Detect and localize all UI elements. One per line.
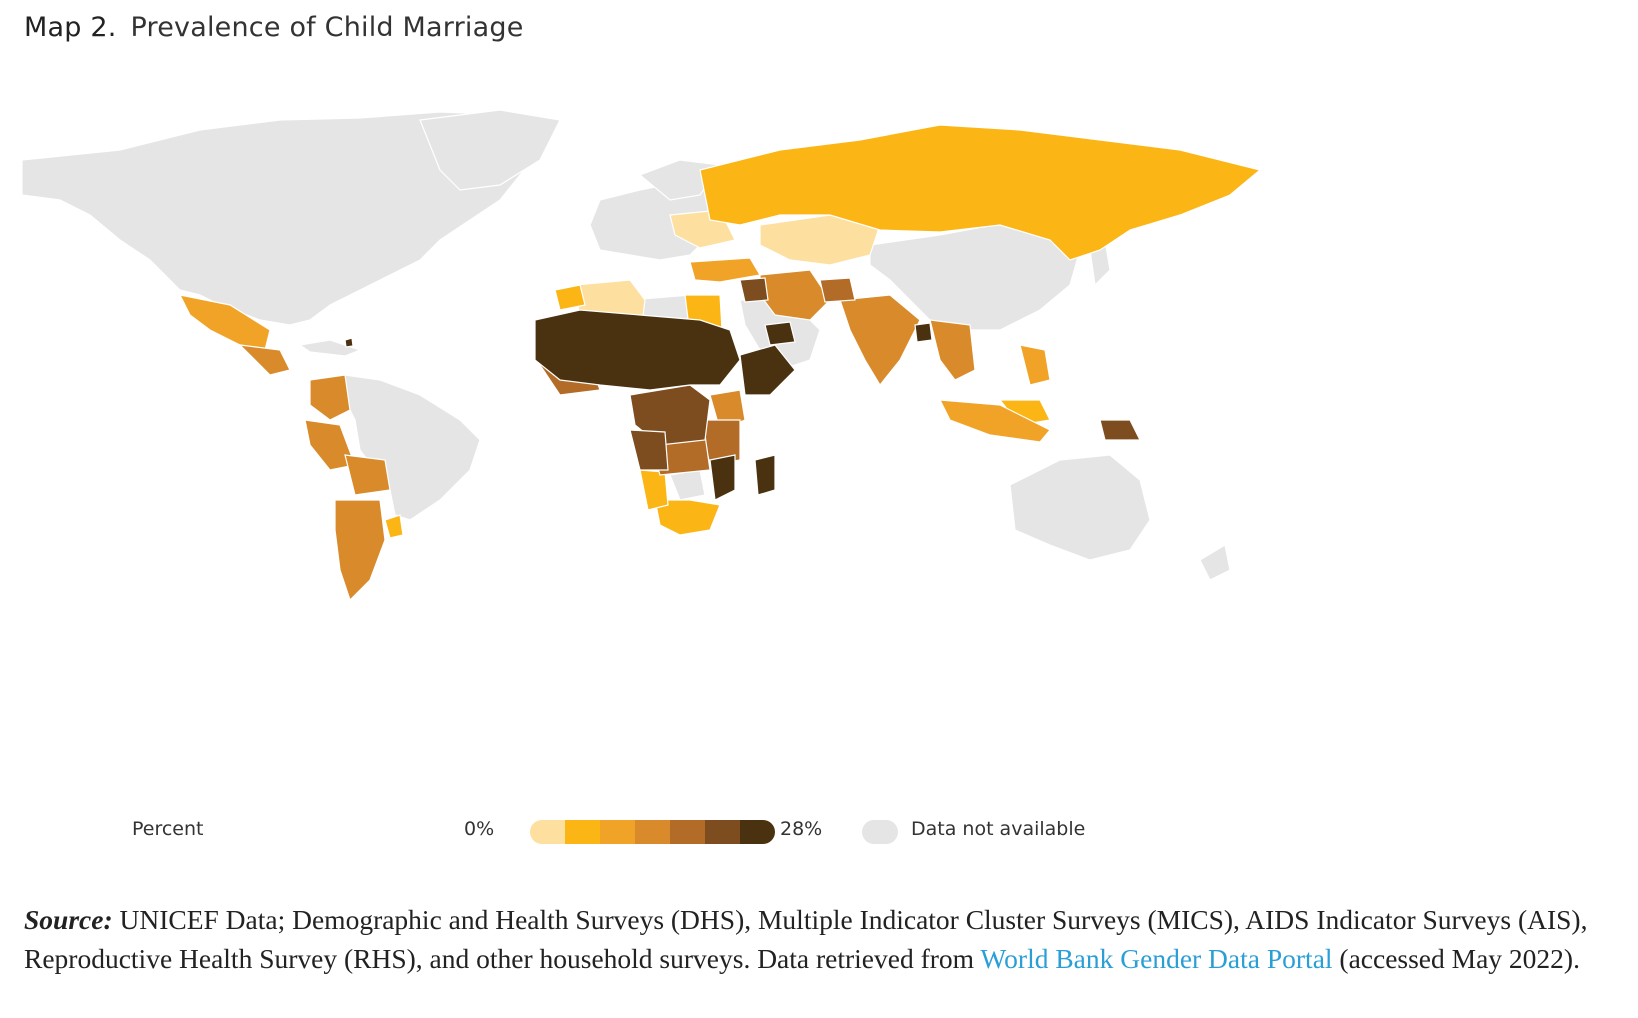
source-tail: (accessed May 2022).: [1332, 943, 1580, 974]
world-map: [21, 109, 1262, 602]
region-bolivia: [344, 454, 391, 496]
region-madagascar: [754, 454, 776, 496]
source-note: Source: UNICEF Data; Demographic and Hea…: [24, 900, 1624, 978]
map-legend: Percent 0% 28% Data not available: [0, 810, 1638, 850]
region-india: [839, 294, 921, 387]
legend-ramp-step-2: [600, 820, 635, 844]
legend-ramp-step-1: [565, 820, 600, 844]
region-sahel: [534, 309, 741, 391]
region-central-america: [238, 344, 291, 376]
region-australia: [1009, 454, 1151, 561]
region-greenland: [419, 109, 561, 191]
region-morocco: [554, 284, 586, 311]
source-link[interactable]: World Bank Gender Data Portal: [980, 943, 1333, 974]
region-yemen: [764, 321, 796, 346]
region-horn-of-africa: [739, 344, 796, 396]
map-title: Map 2. Prevalence of Child Marriage: [24, 12, 524, 43]
region-haiti: [344, 337, 354, 348]
legend-ramp-step-3: [635, 820, 670, 844]
region-bangladesh: [914, 322, 933, 343]
region-namibia: [639, 469, 669, 511]
legend-color-ramp: [530, 820, 775, 844]
region-argentina: [334, 499, 386, 602]
map-number: Map 2.: [24, 12, 117, 43]
mid-regions: [238, 269, 976, 602]
map-title-text: Prevalence of Child Marriage: [130, 12, 524, 43]
region-turkey: [689, 257, 761, 283]
low-regions: [384, 124, 1262, 539]
region-peru: [304, 419, 356, 471]
region-philippines: [1019, 344, 1051, 386]
source-lead: Source:: [24, 904, 113, 935]
region-botswana: [669, 469, 706, 501]
legend-min-label: 0%: [464, 818, 495, 840]
legend-ramp-step-0: [530, 820, 565, 844]
legend-ramp-step-4: [670, 820, 705, 844]
legend-ramp-step-6: [740, 820, 775, 844]
region-papua: [1099, 419, 1141, 441]
legend-na-swatch: [862, 820, 898, 844]
region-north-america: [21, 111, 562, 326]
region-caribbean: [298, 339, 362, 357]
region-angola: [629, 429, 669, 471]
source-text: UNICEF Data; Demographic and Health Surv…: [24, 904, 1588, 974]
region-new-zealand: [1199, 544, 1231, 581]
region-southeast-asia: [929, 319, 976, 381]
legend-na-label: Data not available: [911, 818, 1086, 840]
region-russia: [699, 124, 1262, 261]
region-indonesia: [938, 399, 1051, 443]
region-iraq: [739, 277, 769, 303]
region-mozambique: [709, 454, 736, 501]
legend-label: Percent: [132, 818, 204, 840]
region-south-africa: [654, 499, 721, 536]
very-high-regions: [344, 309, 933, 501]
region-afghanistan: [819, 277, 856, 303]
mid-low-regions: [178, 257, 1051, 443]
legend-max-label: 28%: [780, 818, 823, 840]
high-regions: [629, 277, 1141, 471]
legend-ramp-step-5: [705, 820, 740, 844]
region-uruguay: [384, 514, 404, 539]
region-brazil: [344, 374, 481, 521]
region-colombia: [309, 374, 351, 421]
